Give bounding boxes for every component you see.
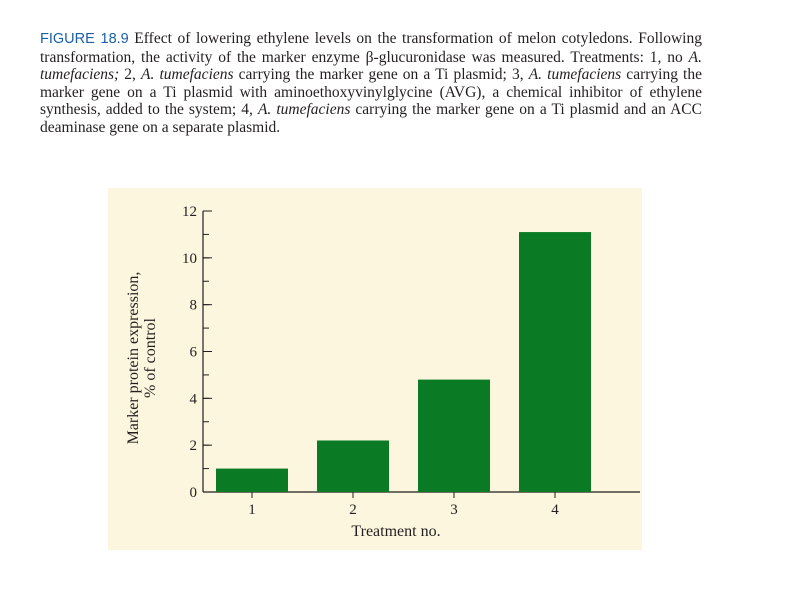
y-tick-label: 12 bbox=[182, 204, 197, 220]
caption-segment: 2, bbox=[119, 66, 142, 84]
bar-treatment-4 bbox=[519, 232, 591, 492]
bar-treatment-1 bbox=[216, 468, 288, 492]
caption-segment: carrying the marker gene on a Ti plasmid… bbox=[233, 66, 529, 84]
x-tick-label: 1 bbox=[248, 502, 256, 518]
caption-text: Effect of lowering ethylene levels on th… bbox=[40, 30, 702, 136]
y-tick-label: 4 bbox=[190, 391, 198, 407]
y-axis-title-line: % of control bbox=[142, 317, 159, 398]
y-tick-label: 8 bbox=[190, 298, 198, 314]
chart-panel: 0 2 4 6 8 10 12 1 2 3 4 Treatment no. Marker protein… bbox=[108, 188, 642, 550]
y-tick-label: 6 bbox=[190, 345, 198, 361]
caption-species-name: A. tumefaciens; bbox=[40, 48, 702, 84]
caption-segment: carrying the marker gene on a Ti plasmid… bbox=[40, 66, 702, 119]
caption-segment: carrying the marker gene on a Ti plasmid… bbox=[40, 101, 702, 136]
caption-species-name: A. tumefaciens bbox=[141, 66, 234, 84]
x-axis-title: Treatment no. bbox=[351, 523, 440, 540]
caption-species-name: A. tumefaciens bbox=[257, 101, 351, 119]
x-tick-label: 4 bbox=[551, 502, 559, 518]
y-tick-label: 2 bbox=[190, 438, 198, 454]
figure-label: FIGURE 18.9 bbox=[40, 31, 129, 47]
caption-species-name: A. tumefaciens bbox=[528, 66, 622, 84]
x-tick-label: 3 bbox=[450, 502, 458, 518]
figure-caption: FIGURE 18.9 Effect of lowering ethylene … bbox=[40, 30, 702, 137]
bar-treatment-3 bbox=[418, 379, 490, 492]
x-tick-label: 2 bbox=[349, 502, 357, 518]
y-axis-title-line: Marker protein expression, bbox=[125, 272, 142, 445]
y-tick-label: 0 bbox=[190, 485, 198, 501]
y-tick-label: 10 bbox=[182, 251, 197, 267]
bar-treatment-2 bbox=[317, 440, 389, 492]
caption-segment: Effect of lowering ethylene levels on th… bbox=[40, 30, 702, 66]
